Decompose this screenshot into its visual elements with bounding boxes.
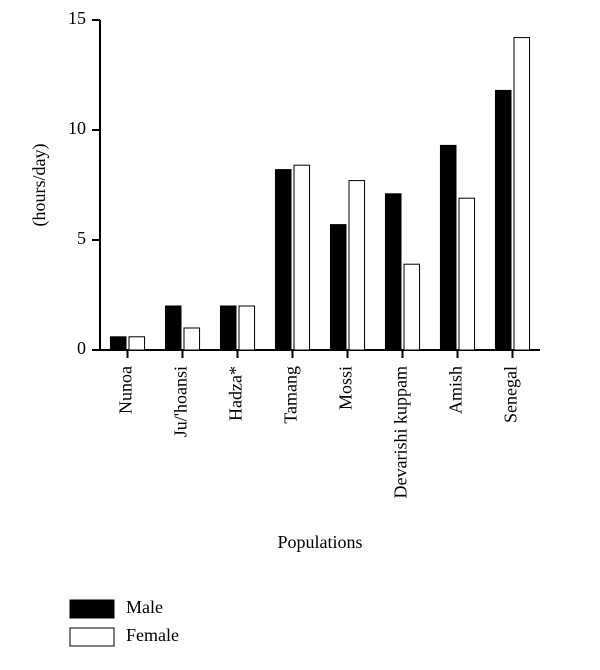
bar-male bbox=[495, 90, 511, 350]
x-category-label: Ju/'hoansi bbox=[171, 366, 191, 437]
x-category-label: Mossi bbox=[336, 366, 356, 410]
bar-female bbox=[514, 38, 530, 350]
y-tick-label: 15 bbox=[68, 8, 86, 28]
bar-male bbox=[330, 225, 346, 350]
bar-female bbox=[184, 328, 200, 350]
bar-female bbox=[459, 198, 475, 350]
bar-female bbox=[294, 165, 310, 350]
bar-male bbox=[220, 306, 236, 350]
x-category-label: Amish bbox=[446, 366, 466, 414]
y-tick-label: 5 bbox=[77, 228, 86, 248]
bar-female bbox=[239, 306, 255, 350]
bar-female bbox=[349, 181, 365, 350]
bar-male bbox=[275, 170, 291, 350]
legend-label: Female bbox=[126, 625, 179, 645]
legend-label: Male bbox=[126, 597, 163, 617]
y-axis-title: (hours/day) bbox=[29, 144, 50, 227]
x-category-label: Hadza* bbox=[226, 366, 246, 421]
legend-swatch bbox=[70, 600, 114, 618]
y-tick-label: 10 bbox=[68, 118, 86, 138]
chart-container: 0 5 10 15 (hours/day) Nunoa Ju/'hoansi Hadza* Ta… bbox=[0, 0, 600, 670]
y-tick-label: 0 bbox=[77, 338, 86, 358]
bar-male bbox=[110, 337, 126, 350]
x-category-label: Nunoa bbox=[116, 366, 136, 414]
legend-swatch bbox=[70, 628, 114, 646]
x-axis-title: Populations bbox=[277, 532, 362, 552]
x-category-label: Senegal bbox=[501, 366, 521, 423]
bar-male bbox=[440, 145, 456, 350]
chart-svg: 0 5 10 15 (hours/day) Nunoa Ju/'hoansi Hadza* Ta… bbox=[0, 0, 600, 670]
bar-male bbox=[165, 306, 181, 350]
bar-male bbox=[385, 194, 401, 350]
x-category-label: Tamang bbox=[281, 366, 301, 424]
bar-female bbox=[404, 264, 420, 350]
x-category-label: Devarishi kuppam bbox=[391, 366, 411, 498]
bar-female bbox=[129, 337, 145, 350]
